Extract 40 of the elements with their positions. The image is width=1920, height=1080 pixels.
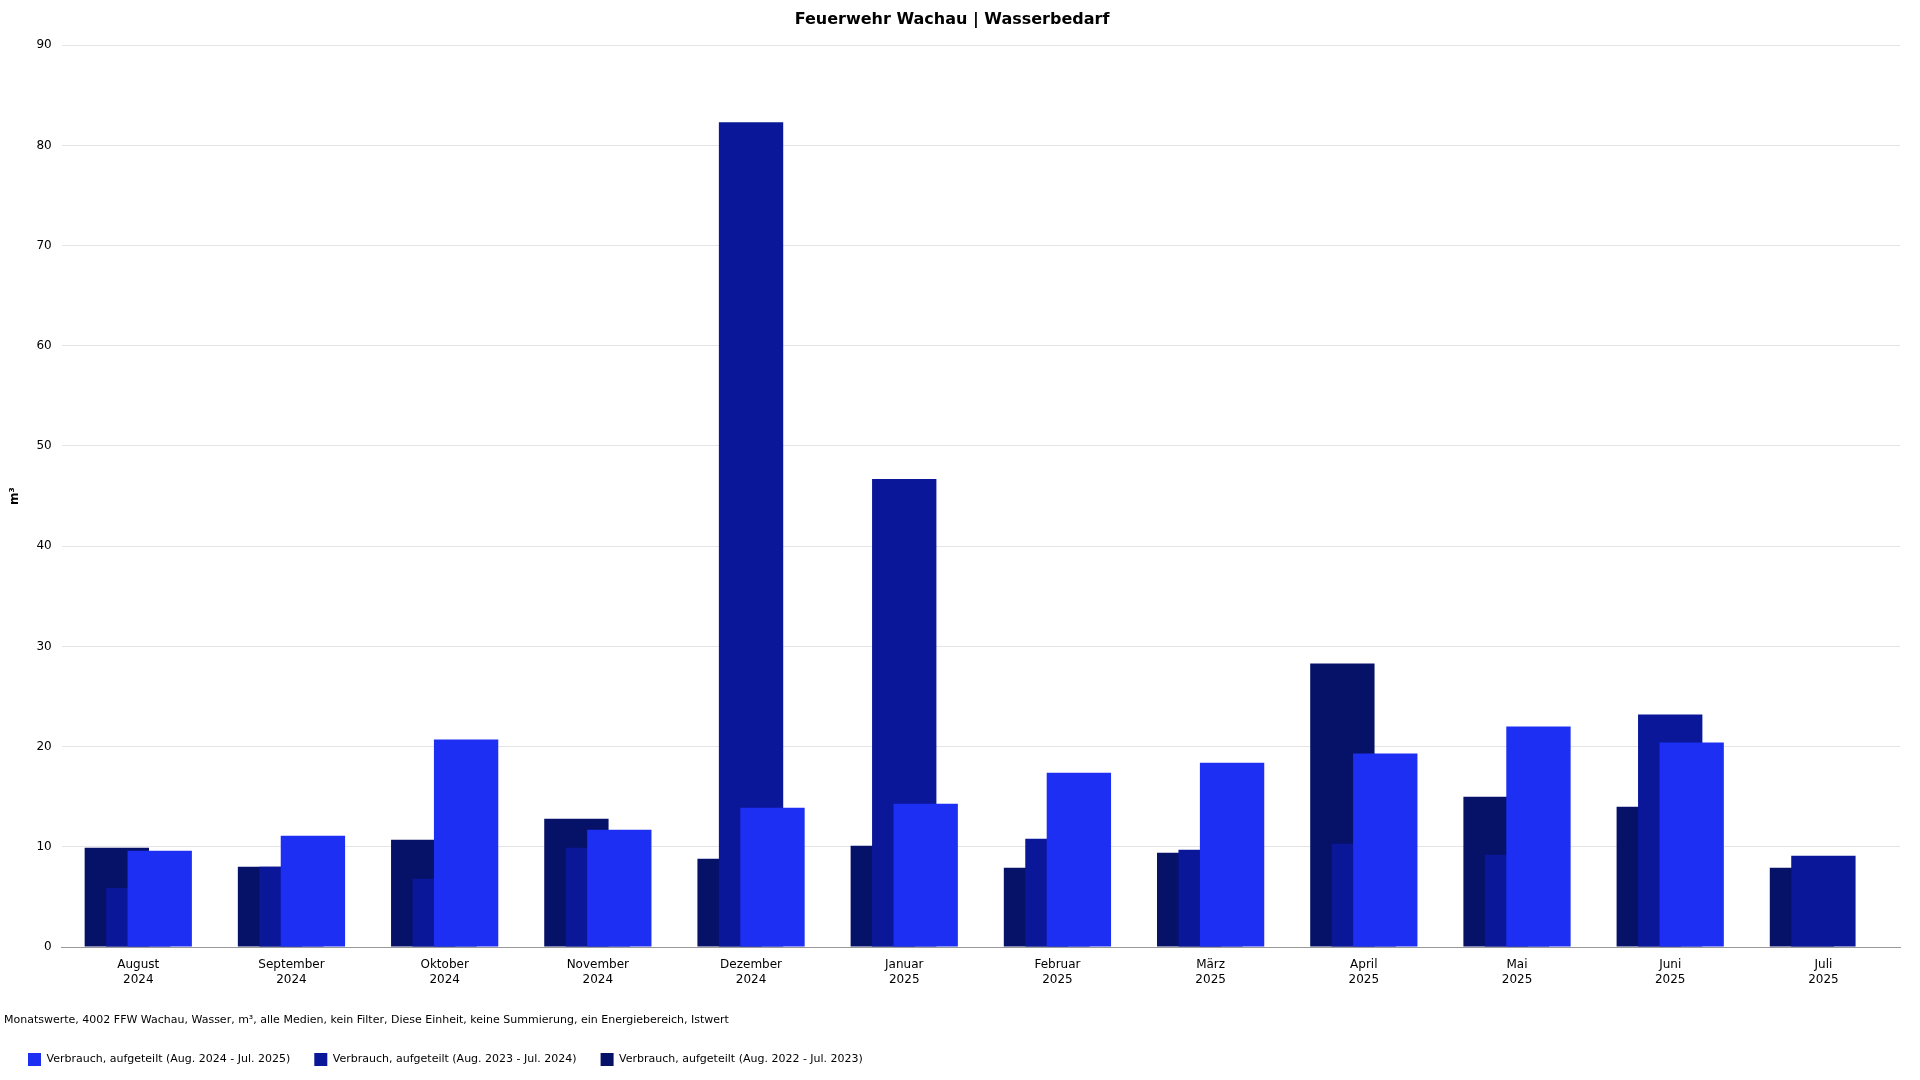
y-tick-label: 20 [36, 738, 52, 753]
bar [1791, 855, 1856, 947]
bar [893, 803, 958, 947]
bar [587, 829, 652, 947]
chart-title: Feuerwehr Wachau | Wasserbedarf [794, 8, 1111, 29]
bar [1046, 772, 1112, 947]
bar [1199, 762, 1265, 947]
text: Monatswerte, 4002 FFW Wachau, Wasser, m³, alle Medien, kein Filter, Diese Einheit, keine Summierung, ein Energiebereich, Istwert [4, 1013, 730, 1027]
bar [127, 850, 192, 947]
x-tick-label: Juni 2025 [1654, 957, 1686, 986]
bar [433, 739, 499, 947]
x-tick-label: Januar 2025 [884, 957, 924, 986]
y-axis-title: m³ [7, 487, 22, 505]
x-tick-label: April 2025 [1348, 957, 1380, 986]
x-tick-label: August 2024 [117, 957, 160, 986]
bar [1506, 726, 1571, 947]
y-tick-label: 10 [36, 838, 52, 853]
x-tick-label: Februar 2025 [1034, 957, 1081, 986]
bar [740, 807, 805, 947]
y-tick-label: 80 [36, 137, 52, 152]
y-tick-label: 60 [36, 337, 52, 352]
x-tick-label: Oktober 2024 [420, 957, 469, 986]
y-tick-label: 50 [36, 438, 52, 453]
y-tick-label: 70 [36, 237, 52, 252]
x-tick-label: Dezember 2024 [720, 957, 783, 986]
bar [1659, 742, 1724, 947]
legend-label: Verbrauch, aufgeteilt (Aug. 2022 - Jul. 2023) [619, 1052, 863, 1066]
legend-label: Verbrauch, aufgeteilt (Aug. 2023 - Jul. 2024) [332, 1052, 577, 1066]
y-tick-label: 90 [36, 37, 52, 52]
y-tick-label: 30 [36, 638, 52, 653]
bar [1353, 753, 1418, 947]
x-tick-label: September 2024 [258, 957, 325, 986]
x-tick-label: Mai 2025 [1501, 957, 1533, 986]
x-tick-label: März 2025 [1195, 957, 1226, 986]
bar [280, 835, 346, 947]
legend-label: Verbrauch, aufgeteilt (Aug. 2024 - Jul. 2025) [46, 1052, 291, 1066]
x-tick-label: November 2024 [566, 957, 630, 986]
x-tick-label: Juli 2025 [1808, 957, 1839, 986]
y-tick-label: 40 [36, 538, 52, 553]
y-tick-label: 0 [44, 939, 52, 954]
